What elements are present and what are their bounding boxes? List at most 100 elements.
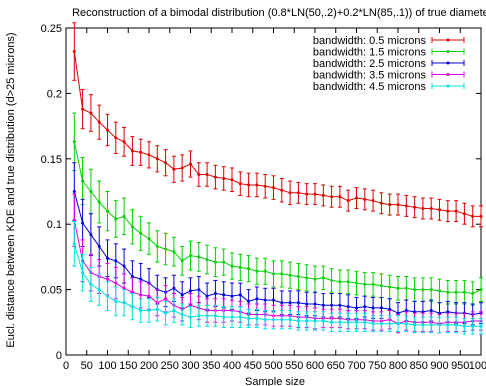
data-point [197,314,201,318]
data-point [205,172,209,176]
data-point [130,275,134,279]
data-point [396,286,400,290]
data-point [346,305,350,309]
legend-label: bandwidth: 0.5 microns [313,35,427,47]
data-point [230,315,234,319]
data-point [213,292,217,296]
legend-label: bandwidth: 4.5 microns [313,81,427,93]
data-point [446,323,450,327]
legend-marker [446,38,450,42]
data-point [371,282,375,286]
data-point [280,318,284,322]
data-point [247,299,251,303]
data-point [479,288,483,292]
data-point [296,275,300,279]
data-point [255,297,259,301]
data-point [429,309,433,313]
data-point [429,288,433,292]
data-point [130,225,134,229]
data-point [330,303,334,307]
data-point [180,293,184,297]
data-point [462,212,466,216]
data-point [413,323,417,327]
data-point [446,290,450,294]
data-point [180,166,184,170]
data-point [396,203,400,207]
data-point [130,305,134,309]
legend-label: bandwidth: 3.5 microns [313,70,427,82]
data-point [321,276,325,280]
x-tick-label: 150 [119,360,137,372]
data-point [72,190,76,193]
data-point [230,264,234,268]
data-point [421,310,425,314]
data-point [106,128,109,132]
x-tick-label: 450 [244,360,262,372]
data-point [296,301,300,305]
data-point [363,282,367,286]
data-point [164,297,168,301]
data-point [114,217,118,221]
data-point [238,182,242,186]
data-point [454,323,458,327]
data-point [72,50,76,54]
data-point [454,290,458,294]
data-point [81,179,85,183]
data-point [371,199,375,203]
data-point [404,204,408,208]
series-1 [72,22,483,228]
data-point [213,175,217,179]
data-point [479,324,483,328]
data-point [213,314,217,318]
series-line [73,243,481,327]
x-tick-label: 100 [98,360,116,372]
data-point [106,256,109,260]
data-point [288,301,292,305]
data-point [197,172,201,176]
data-point [197,288,201,292]
data-point [122,301,126,305]
data-point [72,242,76,246]
data-point [247,316,251,320]
data-point [81,107,85,111]
data-point [379,306,383,310]
data-point [313,277,317,281]
y-axis-title: Eucl. distance between KDE and true dist… [5,32,17,347]
x-tick-label: 500 [264,360,282,372]
x-tick-label: 400 [223,360,241,372]
data-point [471,292,475,296]
data-point [172,309,176,313]
data-point [139,309,143,313]
data-point [296,191,300,195]
data-point [205,314,209,318]
data-point [122,214,126,218]
data-point [313,319,317,323]
data-point [338,303,342,307]
data-point [97,288,101,292]
data-point [180,259,184,263]
series-line [73,141,482,295]
data-point [438,289,441,293]
data-point [147,294,151,298]
data-point [388,285,392,289]
x-tick-label: 600 [306,360,324,372]
data-point [122,140,126,144]
data-point [404,286,408,290]
data-point [255,316,259,320]
data-point [106,277,109,281]
data-point [438,208,441,212]
data-point [446,209,450,213]
legend-label: bandwidth: 1.5 microns [313,47,427,59]
data-point [106,294,109,298]
data-point [330,320,334,324]
legend-marker [446,84,450,88]
data-point [446,310,450,314]
data-point [272,318,275,322]
data-point [338,195,342,199]
data-point [247,183,251,187]
data-point [379,284,383,288]
data-point [421,288,425,292]
data-point [189,162,192,166]
